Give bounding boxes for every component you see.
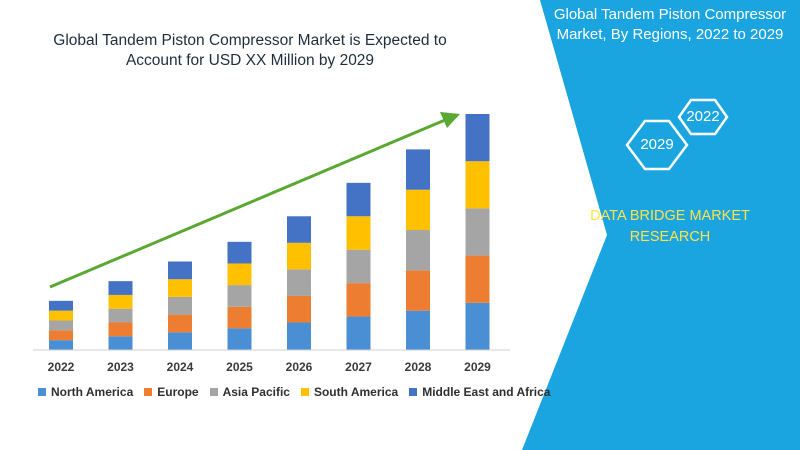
bar-2024-series-0 [168,332,192,350]
bar-2027-series-4 [346,182,371,217]
x-tick-label: 2026 [286,360,313,374]
chart-title: Global Tandem Piston Compressor Market i… [53,32,447,69]
bar-2027-series-1 [346,283,371,317]
x-tick-label: 2027 [345,360,372,374]
side-panel-background [522,0,800,450]
bar-2027-series-3 [346,216,371,250]
legend-item: Europe [144,385,199,399]
bar-2025-series-0 [227,328,252,350]
bar-2023-series-1 [108,322,133,337]
bar-2029-series-1 [465,255,490,303]
legend-swatch [409,388,418,396]
bar-2029-series-0 [465,302,490,350]
legend: North America Europe Asia Pacific South Ame… [38,384,550,400]
legend-label: Asia Pacific [222,385,290,399]
bar-2028-series-1 [406,270,430,311]
hex-2022-outline [677,98,729,136]
bars-layer [49,114,490,350]
bar-2027-series-2 [346,249,371,284]
bar-2026-series-3 [287,242,311,270]
bar-2026-series-4 [287,216,311,243]
bar-2024-series-2 [168,296,192,315]
x-tick-label: 2024 [167,360,194,374]
bar-2024-series-3 [168,279,192,297]
x-tick-label: 2028 [405,360,432,374]
bar-2024-series-4 [168,261,192,280]
x-tick-label: 2025 [226,360,253,374]
bar-2028-series-2 [406,230,430,271]
hex-label-2029: 2029 [640,136,674,153]
bar-2022-series-4 [49,300,73,311]
legend-label: Europe [157,385,199,399]
brand-name: DATA BRIDGE MARKET RESEARCH [590,208,750,245]
legend-item: North America [38,385,133,399]
legend-swatch [300,388,309,396]
x-tick-label: 2022 [48,360,75,374]
hex-label-2022: 2022 [686,108,720,125]
x-tick-label: 2029 [464,360,491,374]
legend-item: Asia Pacific [209,385,290,399]
legend-label: South America [313,385,399,399]
bar-2024-series-1 [168,314,192,333]
bar-2026-series-2 [287,269,311,296]
bar-2023-series-2 [108,308,133,323]
bar-2025-series-2 [227,285,252,307]
legend-swatch [209,388,218,396]
x-tick-label: 2023 [107,360,134,374]
legend-item: Middle East and Africa [409,385,550,399]
trend-arrow-head [440,112,460,128]
legend-swatch [38,388,46,396]
bar-2029-series-4 [465,114,490,162]
legend-label: Middle East and Africa [422,385,551,399]
bar-2028-series-4 [406,149,430,190]
bar-2026-series-1 [287,295,311,323]
trend-arrow-line [49,118,446,289]
legend-item: South America [300,385,399,399]
bar-2023-series-0 [108,336,133,350]
legend-label: North America [51,385,134,399]
bar-2026-series-0 [287,322,311,350]
bar-2025-series-4 [227,241,252,264]
bar-2028-series-3 [406,189,430,231]
bar-2022-series-2 [49,320,73,331]
hex-2029-outline [625,119,689,171]
bar-2029-series-2 [465,208,490,256]
bar-2023-series-3 [108,294,133,309]
side-panel-title: Global Tandem Piston Compressor Market, … [553,6,787,43]
bar-2022-series-1 [49,330,73,341]
bar-2022-series-0 [49,340,73,350]
legend-swatch [144,388,153,396]
bar-2022-series-3 [49,310,73,321]
x-tick-labels: 2022 2023 2024 2025 2026 2027 2028 2029 [48,360,492,374]
bar-2025-series-3 [227,263,252,286]
bar-2023-series-4 [108,281,133,295]
bar-2025-series-1 [227,306,252,329]
bar-2028-series-0 [406,310,430,350]
bar-2029-series-3 [465,161,490,209]
bar-2027-series-0 [346,316,371,350]
